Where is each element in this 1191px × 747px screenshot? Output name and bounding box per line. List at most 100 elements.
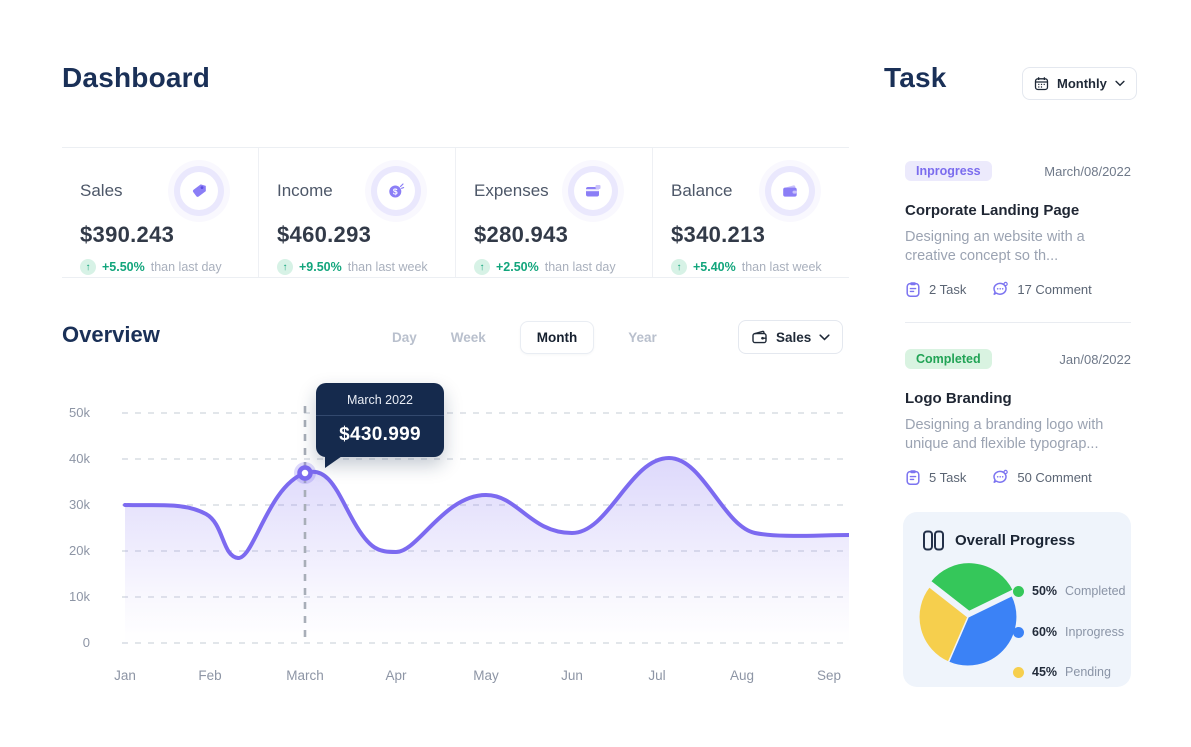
task-card[interactable]: Inprogress March/08/2022 Corporate Landi… xyxy=(905,161,1131,298)
stat-value: $280.943 xyxy=(474,222,569,247)
up-arrow-icon: ↑ xyxy=(474,259,490,275)
legend-pct: 50% xyxy=(1032,584,1058,598)
wallet-icon xyxy=(771,172,809,210)
y-tick: 30k xyxy=(69,497,90,512)
task-title: Logo Branding xyxy=(905,390,1012,407)
overview-title: Overview xyxy=(62,322,160,347)
stat-delta: +5.50% xyxy=(102,260,145,274)
stat-value: $390.243 xyxy=(80,222,175,247)
task-date: Jan/08/2022 xyxy=(1059,351,1131,367)
tooltip-title: March 2022 xyxy=(346,393,413,407)
up-arrow-icon: ↑ xyxy=(671,259,687,275)
sales-filter-dropdown[interactable]: Sales xyxy=(738,320,844,354)
x-tick: Jul xyxy=(648,668,666,683)
legend-dot xyxy=(1013,585,1024,597)
legend-pct: 60% xyxy=(1032,625,1058,639)
y-tick: 0 xyxy=(82,635,90,650)
legend-pct: 45% xyxy=(1032,665,1058,679)
tooltip-value: $430.999 xyxy=(339,424,421,445)
task-panel-title: Task xyxy=(884,62,947,93)
tooltip-divider xyxy=(316,415,444,416)
chart-tooltip: March 2022 $430.999 xyxy=(316,383,444,457)
progress-pie-chart[interactable] xyxy=(909,558,1027,676)
stat-card-sales: Sales $390.243 ↑ +5.50% than last day xyxy=(62,148,258,277)
stat-delta-note: than last day xyxy=(150,260,222,274)
period-tabs: Day Week Month Year xyxy=(392,320,657,354)
stat-label: Sales xyxy=(80,181,123,200)
stat-delta-note: than last week xyxy=(347,260,428,274)
task-card[interactable]: Completed Jan/08/2022 Logo Branding Desi… xyxy=(905,349,1131,486)
comment-count-label: 50 Comment xyxy=(1017,470,1092,485)
series-line xyxy=(123,455,849,560)
task-date: March/08/2022 xyxy=(1044,163,1131,179)
stat-card-income: Income $ $460.293 ↑ +9.50% than last wee… xyxy=(258,148,455,277)
svg-text:$: $ xyxy=(393,187,398,197)
x-tick: March xyxy=(286,668,324,683)
area-chart-canvas[interactable] xyxy=(122,400,849,660)
stat-label: Expenses xyxy=(474,181,549,200)
comment-count: 50 Comment xyxy=(992,469,1092,486)
x-tick: Jun xyxy=(561,668,583,683)
up-arrow-icon: ↑ xyxy=(80,259,96,275)
page-title: Dashboard xyxy=(62,62,211,93)
x-tick: Aug xyxy=(729,668,755,683)
comment-count: 17 Comment xyxy=(992,281,1092,298)
stat-card-expenses: Expenses $280.943 ↑ +2.50% than last day xyxy=(455,148,652,277)
status-badge: Completed xyxy=(905,349,992,369)
task-count-label: 5 Task xyxy=(929,470,967,485)
chevron-down-icon xyxy=(1115,80,1125,87)
chevron-down-icon xyxy=(819,333,830,341)
legend-label: Completed xyxy=(1065,584,1126,598)
legend-item-pending: 45% Pending xyxy=(1013,665,1111,679)
task-count: 2 Task xyxy=(905,281,966,298)
columns-chart-icon xyxy=(922,530,945,551)
task-description: Designing an website with a creative con… xyxy=(905,229,1085,264)
x-tick: Sep xyxy=(816,668,842,683)
stat-delta: +5.40% xyxy=(693,260,736,274)
tab-year[interactable]: Year xyxy=(628,329,657,345)
stat-value: $460.293 xyxy=(277,222,372,247)
tab-day[interactable]: Day xyxy=(392,329,417,345)
coin-icon: $ xyxy=(377,172,415,210)
chat-icon xyxy=(992,469,1009,486)
tab-month[interactable]: Month xyxy=(519,320,595,354)
task-title: Corporate Landing Page xyxy=(905,202,1080,219)
legend-item-completed: 50% Completed xyxy=(1013,584,1125,598)
period-dropdown[interactable]: Monthly xyxy=(1022,67,1137,100)
stat-delta: +2.50% xyxy=(496,260,539,274)
legend-item-inprogress: 60% Inprogress xyxy=(1013,625,1124,639)
stat-delta-note: than last day xyxy=(544,260,616,274)
status-badge: Inprogress xyxy=(905,161,992,181)
task-count: 5 Task xyxy=(905,469,966,486)
pie-slice-inprogress xyxy=(947,594,1018,667)
y-tick: 10k xyxy=(69,589,90,604)
clipboard-icon xyxy=(905,281,921,298)
x-tick: Apr xyxy=(385,668,407,683)
clipboard-icon xyxy=(905,469,921,486)
y-tick: 20k xyxy=(69,543,90,558)
legend-label: Pending xyxy=(1065,665,1111,679)
task-count-label: 2 Task xyxy=(929,282,967,297)
stat-card-balance: Balance $340.213 ↑ +5.40% than last week xyxy=(652,148,849,277)
card-divider xyxy=(905,322,1131,323)
chat-icon xyxy=(992,281,1009,298)
x-tick: Feb xyxy=(198,668,222,683)
x-tick: Jan xyxy=(114,668,136,683)
pie-slice-completed xyxy=(929,561,1015,613)
y-tick: 40k xyxy=(69,451,90,466)
highlight-point[interactable] xyxy=(297,465,313,481)
area-fill xyxy=(125,458,849,643)
x-tick: May xyxy=(473,668,499,683)
overview-chart: 50k 40k 30k 20k 10k 0 xyxy=(62,383,849,700)
period-dropdown-label: Monthly xyxy=(1057,76,1107,91)
stat-delta: +9.50% xyxy=(299,260,342,274)
comment-count-label: 17 Comment xyxy=(1017,282,1092,297)
legend-dot xyxy=(1013,626,1024,638)
calendar-icon xyxy=(1034,76,1049,91)
legend-dot xyxy=(1013,666,1024,678)
pie-slice-pending xyxy=(918,585,969,663)
tab-week[interactable]: Week xyxy=(450,329,486,345)
stat-delta-note: than last week xyxy=(741,260,822,274)
up-arrow-icon: ↑ xyxy=(277,259,293,275)
